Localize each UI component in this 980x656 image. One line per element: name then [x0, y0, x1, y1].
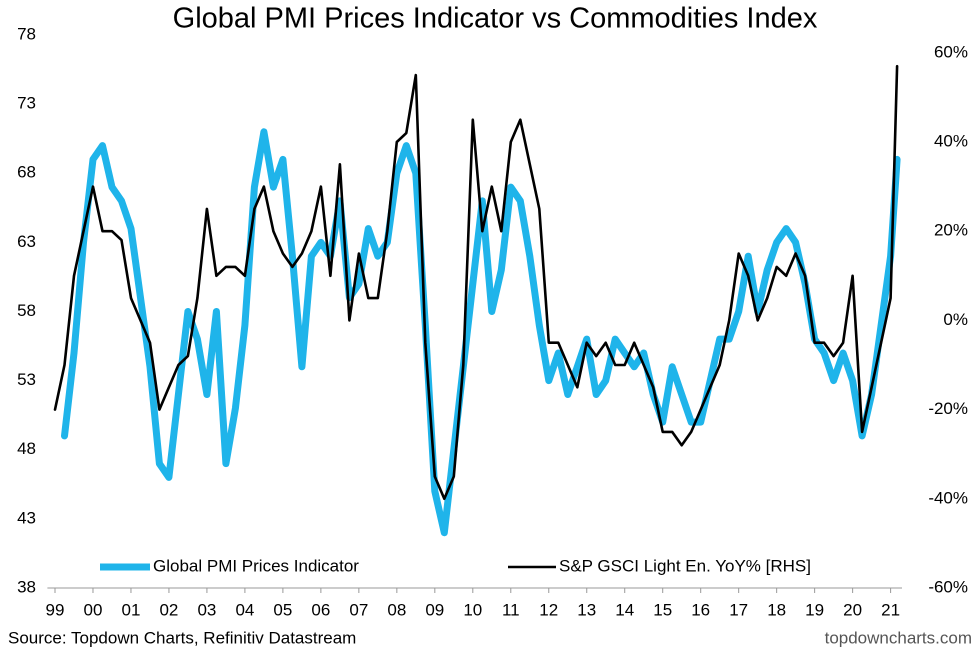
- legend-label: Global PMI Prices Indicator: [153, 556, 359, 575]
- x-tick-label: 20: [843, 600, 862, 619]
- x-tick-label: 06: [311, 600, 330, 619]
- x-tick-label: 00: [84, 600, 103, 619]
- y2-tick-label: 20%: [934, 221, 968, 240]
- x-tick-label: 18: [767, 600, 786, 619]
- y-tick-label: 78: [17, 24, 36, 43]
- y2-tick-label: -60%: [928, 577, 968, 596]
- x-tick-label: 11: [502, 600, 520, 619]
- y-tick-label: 68: [17, 163, 36, 182]
- x-tick-label: 99: [46, 600, 65, 619]
- y2-tick-label: 60%: [934, 42, 968, 61]
- x-tick-label: 17: [729, 600, 748, 619]
- y-tick-label: 58: [17, 301, 36, 320]
- x-tick-label: 08: [387, 600, 406, 619]
- x-tick-label: 15: [653, 600, 672, 619]
- series-line: [61, 128, 901, 537]
- x-tick-label: 03: [197, 600, 216, 619]
- x-tick-label: 02: [159, 600, 178, 619]
- x-tick-label: 21: [881, 600, 900, 619]
- y-tick-label: 63: [17, 232, 36, 251]
- series-line: [53, 64, 899, 501]
- x-tick-label: 01: [121, 600, 140, 619]
- x-tick-label: 16: [691, 600, 710, 619]
- y-tick-label: 43: [17, 508, 36, 527]
- x-tick-label: 07: [349, 600, 368, 619]
- y2-tick-label: -20%: [928, 399, 968, 418]
- y2-tick-label: 0%: [943, 310, 968, 329]
- chart-title: Global PMI Prices Indicator vs Commoditi…: [173, 3, 818, 35]
- x-tick-label: 19: [805, 600, 824, 619]
- y2-tick-label: 40%: [934, 132, 968, 151]
- legend-label: S&P GSCI Light En. YoY% [RHS]: [559, 556, 811, 575]
- x-tick-label: 05: [273, 600, 292, 619]
- x-tick-label: 12: [539, 600, 558, 619]
- x-tick-label: 04: [235, 600, 254, 619]
- y-tick-label: 53: [17, 370, 36, 389]
- source: Source: Topdown Charts, Refinitiv Datast…: [8, 628, 356, 647]
- watermark: topdowncharts.com: [825, 628, 972, 647]
- y-tick-label: 73: [17, 94, 36, 113]
- x-tick-label: 10: [463, 600, 482, 619]
- y-tick-label: 38: [17, 577, 36, 596]
- x-tick-label: 13: [577, 600, 596, 619]
- y2-tick-label: -40%: [928, 488, 968, 507]
- y-tick-label: 48: [17, 439, 36, 458]
- x-tick-label: 09: [425, 600, 444, 619]
- x-tick-label: 14: [615, 600, 634, 619]
